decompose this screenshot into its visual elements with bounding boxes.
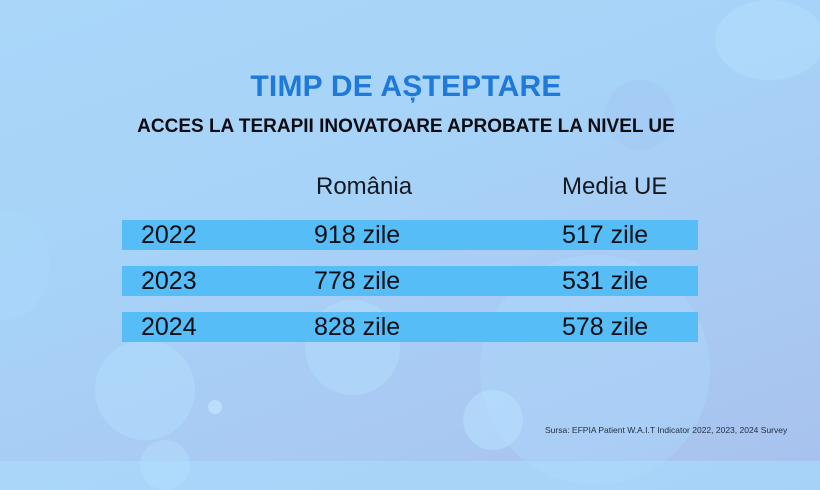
page-subtitle: ACCES LA TERAPII INOVATOARE APROBATE LA … <box>137 116 675 137</box>
decorative-bubble <box>715 0 820 80</box>
row-eu-average-value: 578 zile <box>562 313 649 341</box>
decorative-bubble <box>463 390 523 450</box>
row-year: 2022 <box>141 221 197 249</box>
row-year: 2023 <box>141 267 197 295</box>
decorative-bubble <box>605 80 675 150</box>
table-row: 2022 918 zile 517 zile <box>122 220 698 250</box>
decorative-bubble <box>208 400 222 414</box>
decorative-bubble <box>95 340 195 440</box>
column-header-eu-average: Media UE <box>562 173 668 200</box>
row-romania-value: 828 zile <box>314 313 401 341</box>
source-note: Sursa: EFPIA Patient W.A.I.T Indicator 2… <box>545 425 788 435</box>
decorative-bubble <box>0 210 50 320</box>
column-header-romania: România <box>316 173 413 200</box>
row-romania-value: 918 zile <box>314 221 401 249</box>
decorative-bubble <box>140 440 190 490</box>
page-title: TIMP DE AȘTEPTARE <box>250 70 562 103</box>
row-year: 2024 <box>141 313 197 341</box>
row-romania-value: 778 zile <box>314 267 401 295</box>
table-row: 2023 778 zile 531 zile <box>122 266 698 296</box>
table-row: 2024 828 zile 578 zile <box>122 312 698 342</box>
row-eu-average-value: 517 zile <box>562 221 649 249</box>
row-eu-average-value: 531 zile <box>562 267 649 295</box>
